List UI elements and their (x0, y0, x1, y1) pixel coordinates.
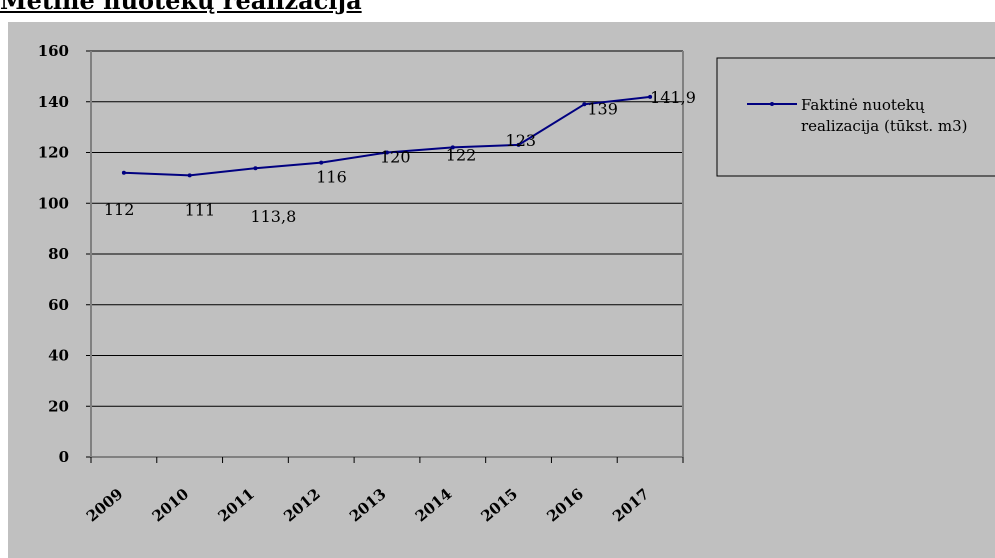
y-tick-label: 0 (59, 448, 69, 466)
y-tick-label: 160 (38, 42, 69, 60)
x-tick-label: 2017 (609, 485, 653, 526)
data-label: 120 (380, 148, 411, 167)
data-label: 116 (316, 168, 347, 187)
data-label: 113,8 (250, 207, 296, 226)
x-tick-label: 2009 (83, 485, 127, 526)
legend-label-line1: Faktinė nuotekų (801, 96, 925, 114)
labels-layer: 112 111 113,8 116 120 122 123 139 141,9 (104, 88, 696, 226)
y-tick-label: 20 (48, 397, 69, 415)
x-tick-label: 2013 (346, 485, 390, 526)
y-tick-label: 100 (38, 194, 69, 212)
x-tick-label: 2015 (478, 485, 522, 526)
data-label: 139 (587, 99, 618, 118)
data-point (187, 173, 192, 178)
data-label: 123 (506, 131, 537, 150)
data-point (253, 166, 258, 171)
legend: Faktinė nuotekų realizacija (tūkst. m3) (716, 57, 995, 177)
data-point (385, 150, 389, 155)
y-tick-label: 120 (38, 144, 69, 162)
data-point (516, 142, 521, 147)
legend-label-line2: realizacija (tūkst. m3) (801, 117, 968, 135)
data-label: 112 (104, 200, 135, 219)
y-tick-label: 40 (48, 347, 69, 365)
series-layer (121, 94, 653, 178)
page-title: Metinė nuotekų realizacija (0, 0, 362, 15)
x-tick-label: 2016 (543, 485, 587, 526)
data-point (582, 102, 587, 107)
data-label: 122 (446, 145, 477, 164)
x-tick-label: 2012 (280, 485, 324, 526)
x-tick-label: 2011 (214, 485, 258, 526)
data-point (121, 170, 126, 175)
legend-box (716, 57, 995, 177)
axes-layer: 0 20 40 60 80 100 120 140 160 2009 2010 2011 2012 201… (38, 42, 684, 526)
y-tick-label: 80 (48, 245, 69, 263)
legend-marker (770, 102, 774, 106)
data-label: 111 (185, 200, 216, 219)
data-point (319, 160, 324, 165)
x-tick-label: 2014 (412, 485, 456, 526)
data-point (648, 94, 653, 99)
data-label: 141,9 (650, 88, 696, 107)
x-tick-label: 2010 (149, 485, 193, 526)
y-tick-label: 60 (48, 296, 69, 314)
y-tick-label: 140 (38, 93, 69, 111)
data-point (450, 145, 455, 150)
